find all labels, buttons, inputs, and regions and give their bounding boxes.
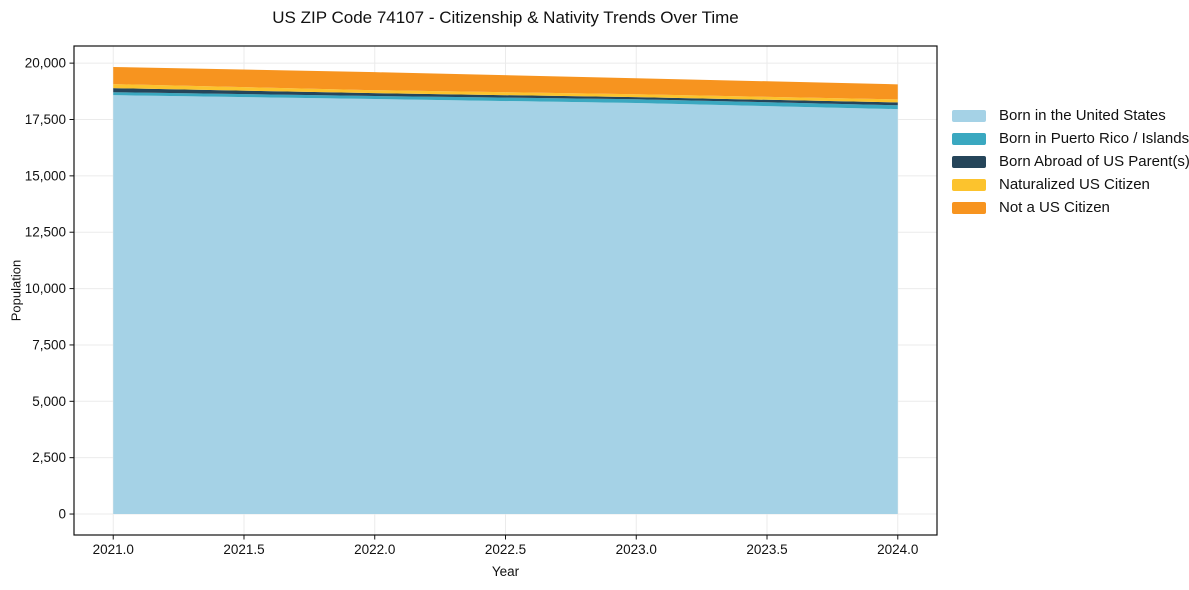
- area-born-in-puerto-rico-islands: [113, 92, 898, 110]
- y-tick-label: 12,500: [25, 225, 66, 240]
- x-tick-label: 2024.0: [877, 542, 918, 557]
- y-tick-label: 2,500: [32, 450, 66, 465]
- y-tick-label: 10,000: [25, 281, 66, 296]
- legend-label: Born Abroad of US Parent(s): [999, 153, 1189, 170]
- area-born-in-the-united-states: [113, 95, 898, 515]
- legend-item: Naturalized US Citizen: [952, 173, 1189, 196]
- legend-item: Born in the United States: [952, 104, 1189, 127]
- y-axis-title: Population: [8, 259, 24, 322]
- chart-title: US ZIP Code 74107 - Citizenship & Nativi…: [272, 8, 739, 27]
- y-tick-label: 7,500: [32, 337, 66, 352]
- y-tick-label: 20,000: [25, 56, 66, 71]
- area-naturalized-us-citizen: [113, 84, 898, 103]
- legend-swatch: [952, 132, 986, 145]
- x-tick-label: 2023.5: [746, 542, 787, 557]
- x-tick-label: 2021.5: [223, 542, 264, 557]
- x-axis-title: Year: [491, 564, 520, 579]
- x-tick-label: 2022.0: [354, 542, 395, 557]
- legend: Born in the United States Born in Puerto …: [952, 104, 1189, 219]
- area-not-a-us-citizen: [113, 66, 898, 100]
- y-tick-label: 17,500: [25, 112, 66, 127]
- legend-swatch: [952, 155, 986, 168]
- legend-item: Born Abroad of US Parent(s): [952, 150, 1189, 173]
- legend-item: Not a US Citizen: [952, 196, 1189, 219]
- legend-label: Naturalized US Citizen: [999, 176, 1150, 193]
- y-tick-label: 15,000: [25, 168, 66, 183]
- area-born-abroad-of-us-parent-s-: [113, 88, 898, 106]
- legend-swatch: [952, 109, 986, 122]
- legend-label: Born in the United States: [999, 107, 1166, 124]
- legend-label: Born in Puerto Rico / Islands: [999, 130, 1189, 147]
- x-tick-label: 2021.0: [93, 542, 134, 557]
- legend-swatch: [952, 201, 986, 214]
- x-tick-label: 2023.0: [616, 542, 657, 557]
- x-tick-label: 2022.5: [485, 542, 526, 557]
- legend-item: Born in Puerto Rico / Islands: [952, 127, 1189, 150]
- y-tick-label: 0: [58, 507, 66, 522]
- legend-label: Not a US Citizen: [999, 199, 1110, 216]
- legend-swatch: [952, 178, 986, 191]
- y-tick-label: 5,000: [32, 394, 66, 409]
